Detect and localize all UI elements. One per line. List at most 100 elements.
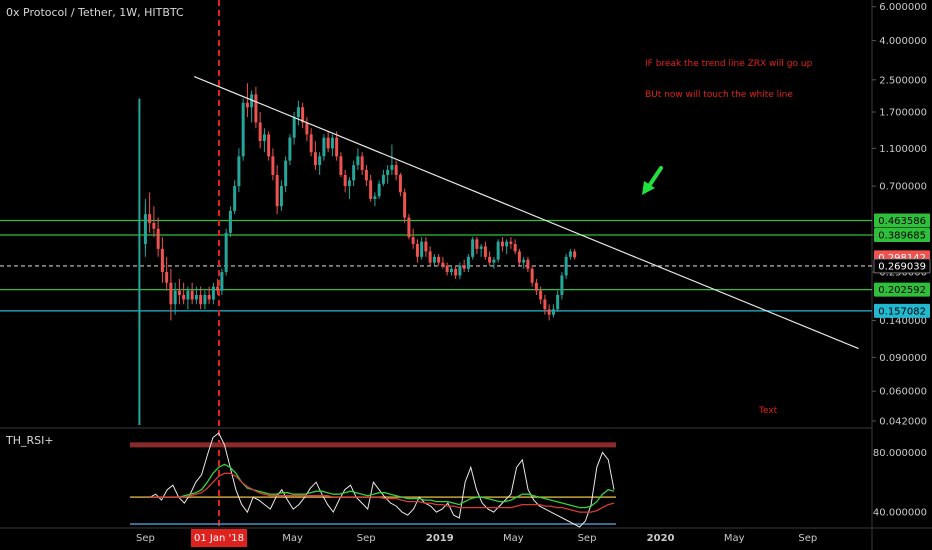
- candle-body: [534, 282, 538, 291]
- time-tick-label: May: [282, 533, 303, 544]
- candle-body: [228, 210, 232, 233]
- candle-body: [258, 122, 262, 142]
- time-tick-label: Sep: [578, 533, 597, 544]
- candle-body: [471, 239, 475, 257]
- candle-body: [237, 156, 241, 187]
- candle-body: [437, 256, 441, 263]
- candle-body: [568, 251, 572, 257]
- candle-body: [301, 107, 305, 123]
- price-tick-label: 1.100000: [879, 144, 927, 155]
- price-tick-label: 6.000000: [879, 2, 927, 13]
- candle-body: [441, 262, 445, 266]
- candle-body: [343, 174, 347, 187]
- candle-body: [271, 156, 275, 175]
- candle-body: [313, 152, 317, 166]
- candle-body: [207, 294, 211, 300]
- candle-body: [522, 259, 526, 263]
- candle-body: [573, 251, 577, 258]
- time-axis[interactable]: Sep 01 Jan '18 May Sep 2019 May Sep 2020 May Sep: [136, 529, 817, 547]
- price-tick-label: 0.700000: [879, 182, 927, 193]
- candle-body: [386, 169, 390, 175]
- candle-body: [360, 156, 364, 170]
- candle-body: [505, 241, 509, 247]
- time-tick-label: Sep: [357, 533, 376, 544]
- candle-body: [556, 294, 560, 310]
- candle-body: [186, 290, 190, 300]
- candle-body: [407, 217, 411, 238]
- price-badge-label: 0.202592: [878, 285, 926, 296]
- candle-body: [322, 137, 326, 157]
- candle-body: [284, 160, 288, 187]
- candles: [138, 83, 577, 426]
- candle-body: [492, 259, 496, 263]
- candle-body: [326, 137, 330, 149]
- candle-body: [194, 294, 198, 300]
- candle-body: [165, 272, 169, 283]
- price-tick-label: 1.700000: [879, 108, 927, 119]
- price-tick-label: 0.140000: [879, 316, 927, 327]
- candle-body: [466, 256, 470, 269]
- candle-body: [509, 241, 513, 244]
- candle-body: [513, 243, 517, 252]
- price-badge: [874, 282, 930, 297]
- candle-body: [539, 290, 543, 300]
- time-tick-label: 2019: [426, 533, 454, 544]
- candle-body: [211, 286, 215, 300]
- candle-body: [152, 222, 156, 229]
- candle-body: [318, 156, 322, 166]
- price-tick-label: 0.042000: [879, 416, 927, 427]
- candle-body: [420, 241, 424, 257]
- candle-body: [411, 237, 415, 244]
- rsi-pane: [130, 432, 616, 528]
- candle-body: [190, 290, 194, 300]
- candle-body: [454, 268, 458, 276]
- green-arrow-icon: [642, 166, 663, 195]
- chart-title: 0x Protocol / Tether, 1W, HITBTC: [6, 6, 184, 19]
- candle-body: [233, 186, 237, 211]
- candle-body: [369, 180, 373, 199]
- overlays: [193, 0, 859, 528]
- candle-body: [309, 134, 313, 153]
- candle-body: [483, 246, 487, 257]
- annotation-line-1: IF break the trend line ZRX will go up: [645, 59, 813, 69]
- price-badge: [874, 213, 930, 228]
- candle-body: [169, 282, 173, 305]
- candle-body: [496, 241, 500, 260]
- rsi-tick-label: 40.000000: [873, 508, 927, 519]
- annotation-text-label: Text: [758, 406, 778, 416]
- arrow-shaft: [647, 166, 663, 188]
- candle-body: [462, 265, 466, 269]
- candle-body: [403, 192, 407, 218]
- candle-body: [177, 290, 181, 295]
- candle-body: [526, 259, 530, 269]
- price-tick-label: 4.000000: [879, 36, 927, 47]
- candle-body: [500, 241, 504, 247]
- price-badge: [874, 303, 930, 318]
- candle-body: [279, 186, 283, 207]
- time-tick-label: 01 Jan '18: [194, 533, 244, 544]
- arrow-head: [642, 181, 655, 195]
- rsi-series-line: [149, 432, 615, 528]
- candle-body: [156, 228, 160, 249]
- time-tick-label: Sep: [136, 533, 155, 544]
- candle-body: [173, 290, 177, 305]
- candle-body: [160, 248, 164, 273]
- candle-body: [432, 256, 436, 263]
- candle-body: [275, 174, 279, 207]
- rsi-axis[interactable]: 80.000000 40.000000: [873, 448, 927, 519]
- price-badge-label: 0.463586: [878, 216, 926, 227]
- candle-body: [547, 309, 551, 315]
- candle-body: [543, 299, 547, 310]
- candle-body: [250, 94, 254, 108]
- candle-body: [458, 265, 462, 276]
- candle-body: [254, 94, 258, 123]
- price-badge-label: 0.269039: [878, 261, 926, 272]
- candle-body: [428, 251, 432, 263]
- candle-body: [445, 265, 449, 273]
- candle-body: [398, 174, 402, 193]
- annotation-line-2: BUt now will touch the white line: [645, 90, 793, 100]
- time-tick-label: 2020: [647, 533, 675, 544]
- candle-body: [182, 294, 186, 300]
